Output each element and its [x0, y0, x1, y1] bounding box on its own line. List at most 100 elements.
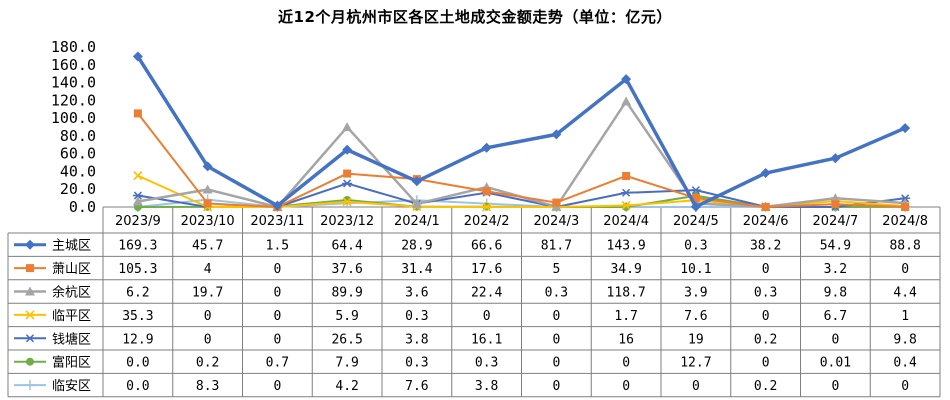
- y-tick-label: 0.0: [69, 198, 96, 216]
- x-category-label: 2024/7: [813, 214, 859, 229]
- data-point: [901, 203, 910, 211]
- series-line: [136, 55, 906, 209]
- table-cell-value: 0.0: [126, 379, 149, 394]
- legend-label: 余杭区: [52, 285, 91, 301]
- table-cell-value: 4.2: [335, 379, 358, 394]
- table-cell-value: 1.7: [614, 309, 637, 324]
- table-cell-value: 12.9: [122, 332, 153, 347]
- data-point: [760, 168, 771, 179]
- table-cell-value: 7.6: [405, 379, 428, 394]
- data-point: [342, 197, 352, 207]
- table-cell-value: 0.2: [754, 332, 777, 347]
- data-point: [342, 122, 353, 132]
- y-tick-label: 140.0: [51, 74, 96, 92]
- data-point: [481, 142, 492, 153]
- table-cell-value: 0: [273, 262, 281, 277]
- table-cell-value: 0: [204, 332, 212, 347]
- chart-title: 近12个月杭州市区各区土地成交金额走势（单位：亿元）: [278, 8, 672, 26]
- x-category-label: 2023/9: [115, 214, 161, 229]
- table-cell-value: 35.3: [122, 309, 153, 324]
- data-point: [830, 193, 841, 203]
- data-point: [621, 200, 631, 211]
- legend-key-marker: [25, 310, 35, 320]
- data-point: [132, 51, 143, 62]
- data-point: [761, 203, 770, 211]
- y-tick-label: 100.0: [51, 109, 96, 127]
- table-cell-value: 0.01: [820, 356, 851, 371]
- table-cell-value: 81.7: [541, 239, 572, 254]
- table-cell-value: 34.9: [610, 262, 641, 277]
- table-cell-value: 0.3: [405, 309, 428, 324]
- table-cell-value: 0: [552, 309, 560, 324]
- legend-key-marker: [25, 239, 35, 250]
- table-cell-value: 6.7: [824, 309, 847, 324]
- table-cell-value: 0: [831, 379, 839, 394]
- legend-key-marker: [26, 357, 34, 366]
- table-cell-value: 28.9: [401, 239, 432, 254]
- data-point: [411, 176, 422, 187]
- y-tick-label: 40.0: [60, 162, 96, 180]
- data-point: [133, 171, 143, 181]
- table-cell-value: 45.7: [192, 239, 223, 254]
- legend-label: 萧山区: [52, 262, 91, 277]
- table-cell-value: 0.3: [545, 286, 568, 301]
- legend-label: 钱塘区: [52, 331, 91, 347]
- x-category-label: 2024/1: [394, 214, 440, 229]
- table-cell-value: 64.4: [331, 239, 362, 254]
- table-cell-value: 0: [552, 356, 560, 371]
- data-point: [552, 198, 561, 207]
- table-cell-value: 0: [901, 262, 909, 277]
- data-point: [621, 96, 632, 106]
- table-cell-value: 0.0: [126, 356, 149, 371]
- table-cell-value: 0: [273, 309, 281, 324]
- table-cell-value: 6.2: [126, 286, 149, 301]
- y-tick-label: 20.0: [60, 180, 96, 198]
- table-cell-value: 0: [901, 379, 909, 394]
- table-cell-value: 1.5: [266, 239, 289, 254]
- y-tick-label: 60.0: [60, 145, 96, 163]
- table-cell-value: 0.3: [475, 356, 498, 371]
- table-cell-value: 17.6: [471, 262, 502, 277]
- data-point: [830, 153, 841, 164]
- table-cell-value: 12.7: [680, 356, 711, 371]
- data-point: [203, 199, 212, 208]
- table-cell-value: 8.3: [196, 379, 219, 394]
- table-cell-value: 3.6: [405, 286, 428, 301]
- table-cell-value: 16.1: [471, 332, 502, 347]
- table-cell-value: 0: [273, 332, 281, 347]
- table-cell-value: 7.6: [684, 309, 707, 324]
- table-cell-value: 0: [762, 356, 770, 371]
- data-point: [272, 200, 283, 211]
- table-cell-value: 0.3: [405, 356, 428, 371]
- x-category-label: 2023/11: [250, 214, 304, 229]
- x-category-label: 2024/8: [882, 214, 928, 229]
- table-cell-value: 0.7: [266, 356, 289, 371]
- table-cell-value: 4.4: [893, 286, 917, 301]
- data-table: 2023/9 2023/10 2023/11 2023/12 2024/1 2024/2 2…: [14, 214, 928, 394]
- table-cell-value: 88.8: [889, 239, 920, 254]
- table-grid: [7, 206, 941, 398]
- data-point: [343, 169, 352, 178]
- legend-key-marker: [25, 380, 35, 391]
- table-cell-value: 38.2: [750, 239, 781, 254]
- table-cell-value: 10.1: [680, 262, 711, 277]
- table-cell-value: 0: [692, 379, 700, 394]
- data-point: [342, 179, 353, 188]
- table-cell-value: 0: [762, 262, 770, 277]
- legend-label: 临安区: [52, 379, 91, 394]
- table-cell-value: 5.9: [335, 309, 358, 324]
- y-axis: 0.020.040.060.080.0100.0120.0140.0160.01…: [51, 38, 96, 216]
- y-tick-label: 120.0: [51, 91, 96, 109]
- table-cell-value: 0: [622, 356, 630, 371]
- data-point: [622, 203, 631, 211]
- table-cell-value: 169.3: [118, 239, 157, 254]
- table-cell-value: 143.9: [607, 239, 646, 254]
- table-cell-value: 105.3: [118, 262, 157, 277]
- data-point: [202, 184, 213, 194]
- plot-area: [132, 51, 911, 212]
- table-cell-value: 0.2: [196, 356, 219, 371]
- table-cell-value: 0: [622, 379, 630, 394]
- table-cell-value: 0: [204, 309, 212, 324]
- table-cell-value: 0.3: [684, 239, 707, 254]
